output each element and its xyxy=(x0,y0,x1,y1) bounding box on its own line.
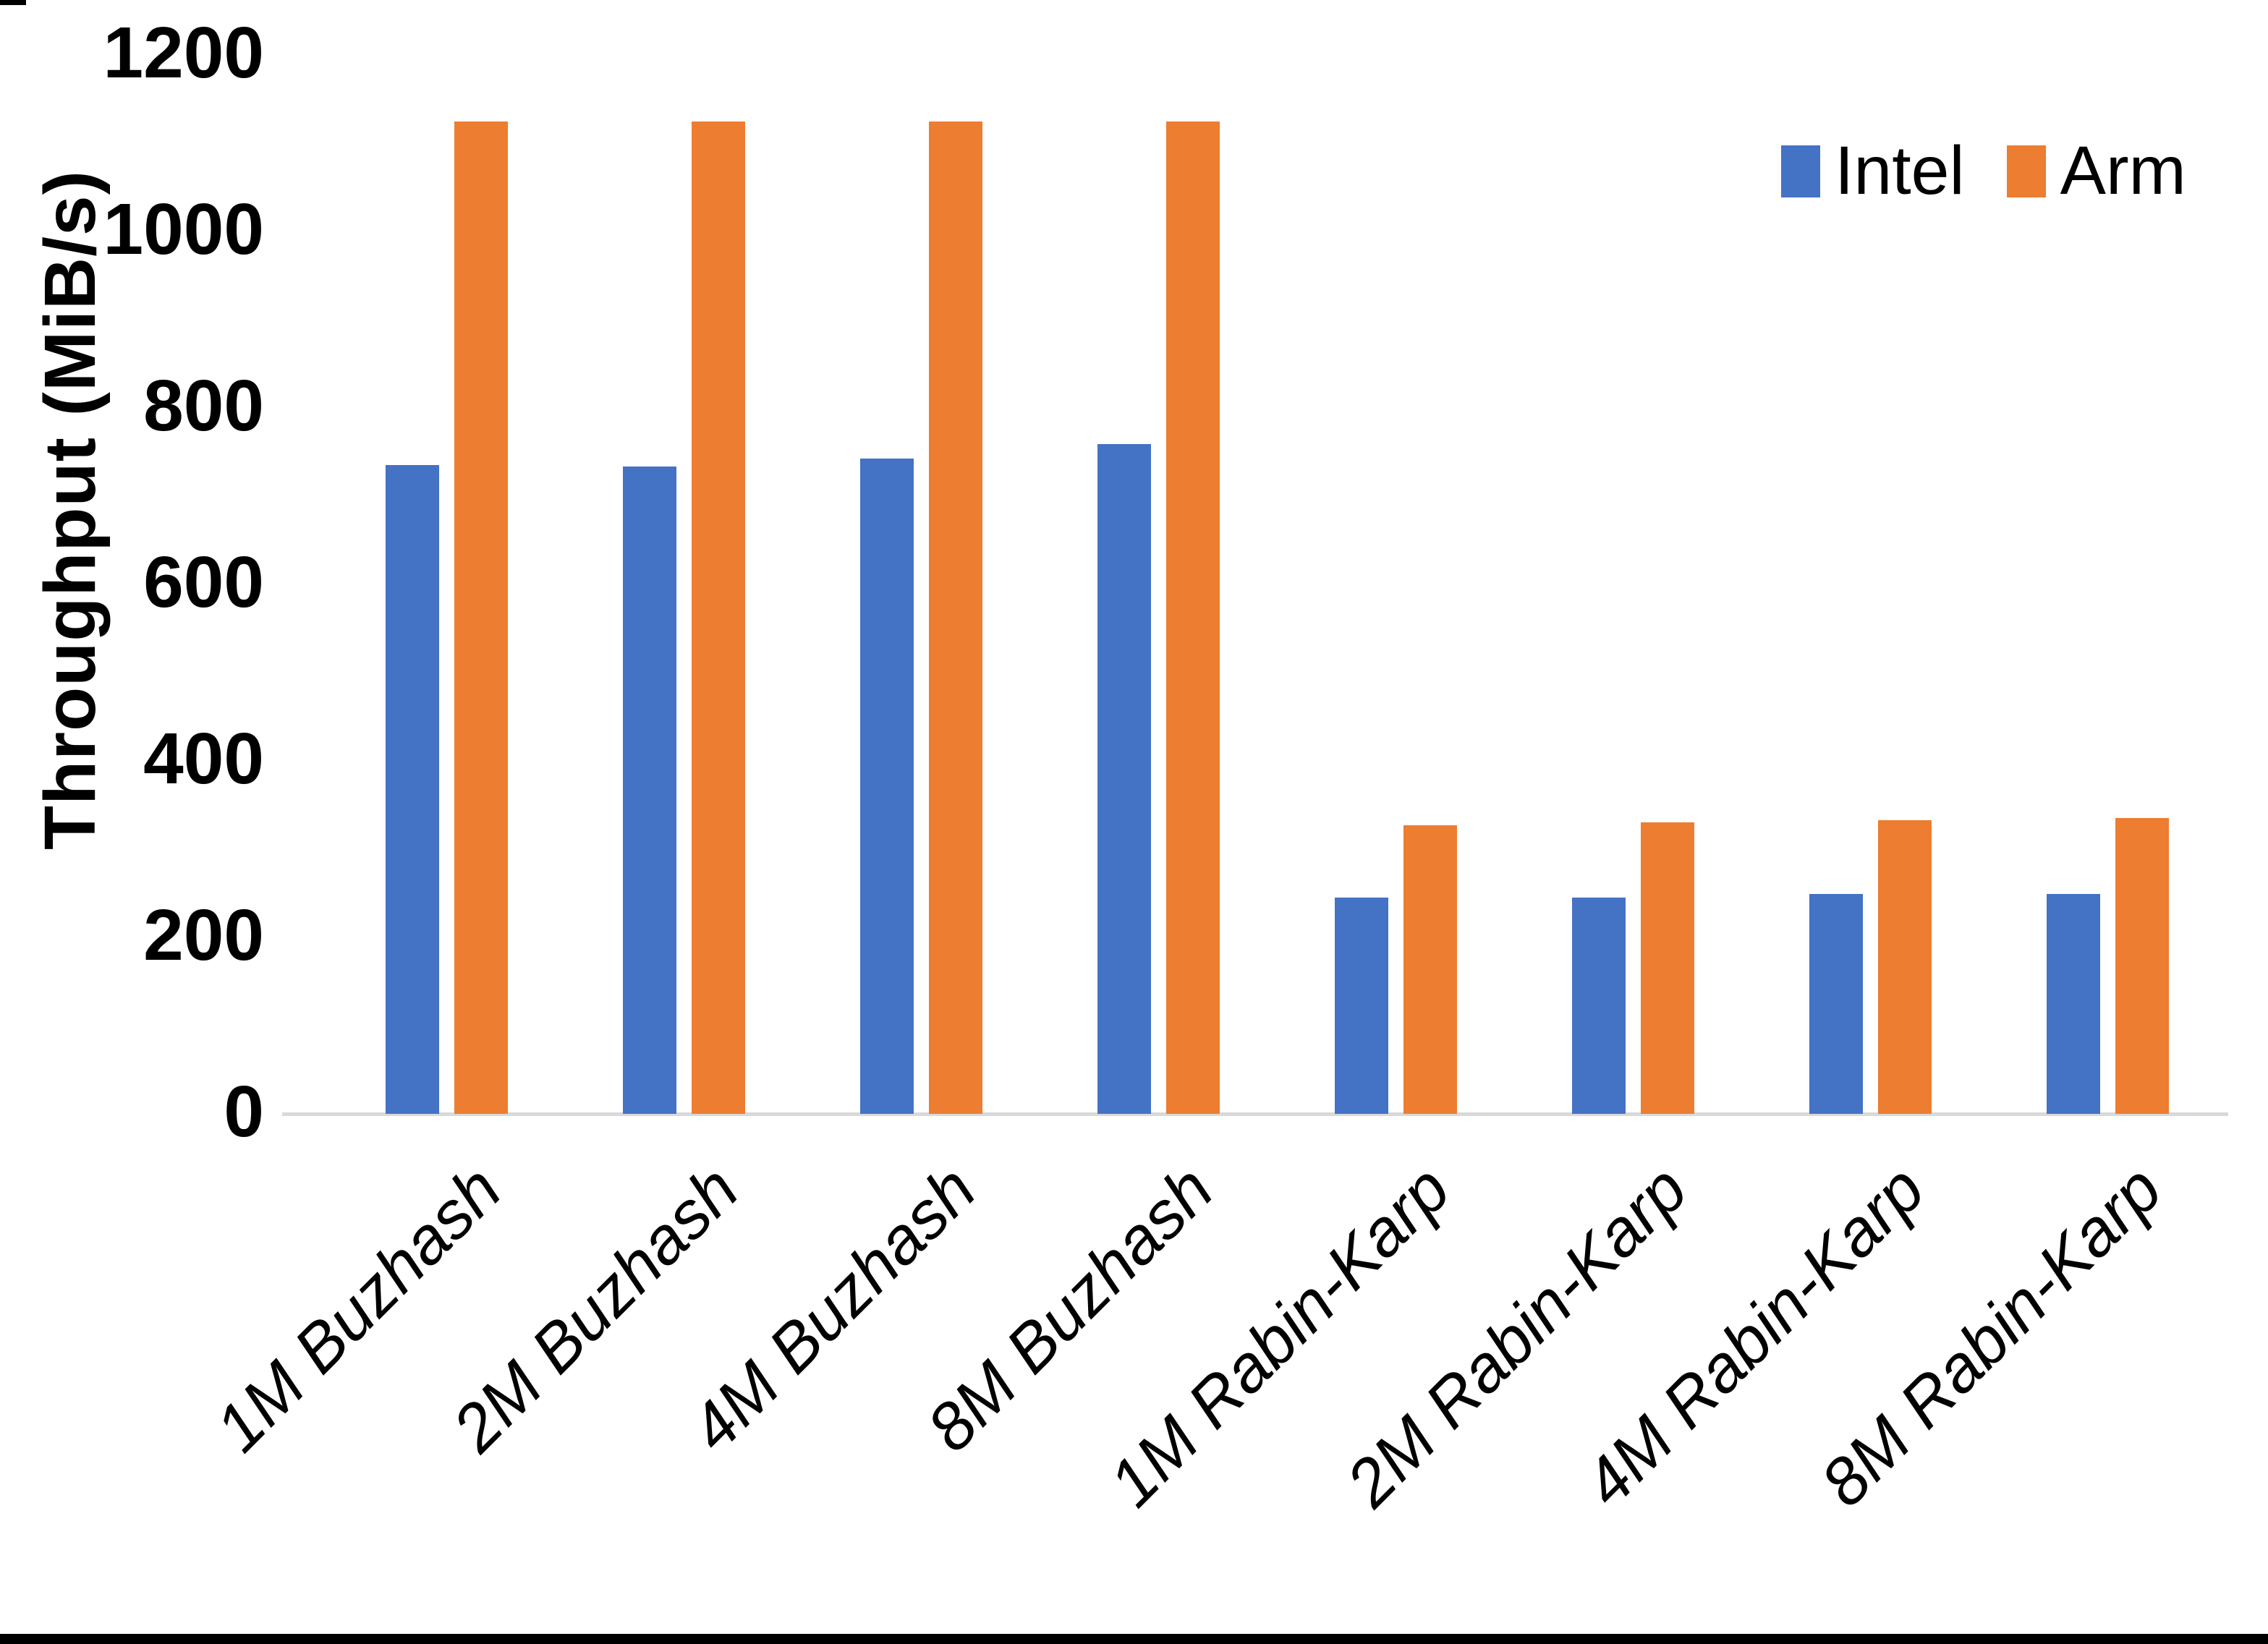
legend: Intel Arm xyxy=(1781,132,2186,210)
bar-group-8m-buzhash xyxy=(1040,55,1277,1114)
bottom-border xyxy=(0,1634,2268,1644)
bar-arm-2m-buzhash xyxy=(691,121,745,1114)
legend-swatch-intel xyxy=(1781,145,1820,197)
bar-group-1m-buzhash xyxy=(328,55,565,1114)
bar-arm-4m-buzhash xyxy=(928,121,982,1114)
bar-group-4m-buzhash xyxy=(802,55,1040,1114)
bar-intel-2m-buzhash xyxy=(622,466,676,1114)
y-tick-label: 1200 xyxy=(103,12,264,94)
bar-intel-1m-buzhash xyxy=(385,465,439,1114)
y-tick-label: 800 xyxy=(143,365,264,447)
bar-group-8m-rabin-karp xyxy=(1989,55,2226,1114)
bar-intel-8m-rabin-karp xyxy=(2046,894,2100,1114)
x-axis-line xyxy=(282,1112,2228,1116)
bar-group-2m-rabin-karp xyxy=(1514,55,1751,1114)
screenshot-corner-artifact xyxy=(0,0,26,5)
y-tick-label: 1000 xyxy=(103,189,264,271)
legend-label: Arm xyxy=(2060,132,2186,209)
bar-arm-4m-rabin-karp xyxy=(1877,819,1932,1114)
bar-group-2m-buzhash xyxy=(565,55,802,1114)
bar-arm-2m-rabin-karp xyxy=(1640,822,1694,1114)
bar-intel-8m-buzhash xyxy=(1097,444,1151,1114)
y-tick-label: 200 xyxy=(143,895,264,976)
bar-intel-2m-rabin-karp xyxy=(1571,898,1626,1114)
y-tick-label: 400 xyxy=(143,718,264,800)
bar-intel-4m-buzhash xyxy=(859,458,914,1114)
plot-area xyxy=(328,55,2226,1114)
y-tick-label: 600 xyxy=(143,542,264,623)
bar-intel-4m-rabin-karp xyxy=(1809,894,1863,1114)
bar-arm-8m-rabin-karp xyxy=(2115,818,2169,1114)
bar-group-4m-rabin-karp xyxy=(1751,55,1989,1114)
bar-arm-8m-buzhash xyxy=(1165,121,1220,1114)
legend-entry-intel: Intel xyxy=(1781,132,1965,210)
legend-label: Intel xyxy=(1835,132,1965,209)
y-axis-title: Throughput (MiB/s) xyxy=(30,170,111,850)
legend-swatch-arm xyxy=(2006,145,2046,197)
y-tick-label: 0 xyxy=(224,1071,264,1153)
bar-intel-1m-rabin-karp xyxy=(1334,898,1388,1114)
bar-group-1m-rabin-karp xyxy=(1277,55,1514,1114)
bar-arm-1m-buzhash xyxy=(454,121,508,1114)
bar-arm-1m-rabin-karp xyxy=(1403,825,1457,1114)
legend-entry-arm: Arm xyxy=(2006,132,2186,210)
